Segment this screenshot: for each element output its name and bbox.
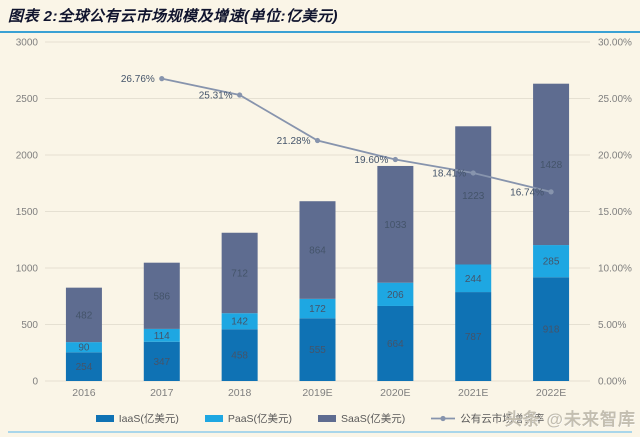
y-axis-tick-label: 500 <box>21 320 38 331</box>
bar-segment <box>455 292 492 381</box>
legend-item-saas: SaaS(亿美元) <box>318 411 405 426</box>
x-axis-label: 2022E <box>536 387 566 399</box>
legend-label-growth: 公有云市场增长率 <box>460 413 545 425</box>
bar-segment <box>221 232 258 314</box>
bar-value-label: 555 <box>309 345 326 356</box>
bar-value-label: 586 <box>153 291 170 302</box>
y2-axis-tick-label: 5.00% <box>598 320 626 331</box>
x-axis-label: 2021E <box>458 387 488 399</box>
bottom-border-line <box>8 431 632 433</box>
growth-line-marker <box>159 76 165 82</box>
x-axis-label: 2017 <box>150 387 174 399</box>
chart-legend: IaaS(亿美元) PaaS(亿美元) SaaS(亿美元) 公有云市场增长率 <box>0 411 640 426</box>
bar-segment <box>533 83 570 246</box>
bar-value-label: 918 <box>543 325 560 336</box>
bar-value-label: 864 <box>309 246 326 257</box>
legend-item-growth-line: 公有云市场增长率 <box>431 411 544 426</box>
growth-line-marker <box>548 189 554 195</box>
bar-value-label: 1223 <box>462 191 485 202</box>
bar-segment <box>377 282 414 306</box>
legend-swatch-paas-icon <box>204 415 223 422</box>
x-axis-label: 2016 <box>72 387 96 399</box>
legend-label-paas: PaaS(亿美元) <box>227 413 293 425</box>
bar-segment <box>65 352 102 381</box>
bar-segment <box>143 328 180 342</box>
x-axis-label: 2019E <box>302 387 332 399</box>
bar-segment <box>533 277 570 381</box>
bar-value-label: 114 <box>154 331 170 342</box>
y-axis-tick-label: 3000 <box>16 38 39 49</box>
watermark: 头条 @未来智库 <box>504 410 636 429</box>
legend-item-paas: PaaS(亿美元) <box>204 411 293 426</box>
bar-segment <box>65 342 102 353</box>
growth-line-label: 18.41% <box>432 168 466 179</box>
bar-value-label: 347 <box>153 357 170 368</box>
bar-value-label: 482 <box>76 310 93 321</box>
y2-axis-tick-label: 25.00% <box>598 94 632 105</box>
y2-axis-tick-label: 30.00% <box>598 38 632 49</box>
bar-value-label: 712 <box>231 268 248 279</box>
title-underline <box>0 31 640 33</box>
y-axis-tick-label: 1000 <box>16 264 39 275</box>
bar-value-label: 90 <box>78 343 90 354</box>
y-axis-tick-label: 2000 <box>16 151 39 162</box>
bar-segment <box>299 298 336 319</box>
bar-segment <box>221 313 258 330</box>
bar-segment <box>533 245 570 278</box>
bar-segment <box>299 318 336 381</box>
y2-axis-tick-label: 15.00% <box>598 207 632 218</box>
bar-value-label: 787 <box>465 332 482 343</box>
bar-value-label: 1033 <box>384 220 407 231</box>
chart-title: 图表 2:全球公有云市场规模及增速(单位:亿美元) <box>8 8 338 25</box>
x-axis-label: 2018 <box>228 387 252 399</box>
growth-line-label: 19.60% <box>354 155 388 166</box>
bar-segment <box>143 262 180 329</box>
bar-value-label: 206 <box>387 290 404 301</box>
growth-line-label: 21.28% <box>277 136 311 147</box>
growth-line-label: 16.74% <box>510 187 544 198</box>
legend-label-iaas: IaaS(亿美元) <box>118 413 179 425</box>
growth-line <box>161 77 552 193</box>
y-axis-tick-label: 1500 <box>16 207 39 218</box>
y2-axis-tick-label: 10.00% <box>598 264 632 275</box>
bar-segment <box>299 201 336 299</box>
bar-value-label: 285 <box>543 257 560 268</box>
growth-line-label: 25.31% <box>199 90 233 101</box>
bar-value-label: 664 <box>387 339 404 350</box>
y-axis-tick-label: 0 <box>32 377 38 388</box>
growth-line-marker <box>392 156 398 163</box>
y2-axis-tick-label: 0.00% <box>598 377 626 388</box>
legend-item-iaas: IaaS(亿美元) <box>95 411 179 426</box>
y2-axis-tick-label: 20.00% <box>598 151 632 162</box>
line-marker-icon <box>431 415 456 422</box>
bar-segment <box>221 329 258 381</box>
bar-value-label: 244 <box>465 274 482 285</box>
growth-line-marker <box>470 170 476 176</box>
x-axis-label: 2020E <box>380 387 410 399</box>
bar-value-label: 458 <box>231 351 248 362</box>
bar-segment <box>455 126 492 265</box>
legend-label-saas: SaaS(亿美元) <box>341 413 406 425</box>
bar-segment <box>143 341 180 381</box>
bar-segment <box>455 264 492 293</box>
legend-swatch-saas-icon <box>318 415 337 422</box>
legend-swatch-iaas-icon <box>95 415 114 422</box>
bar-segment <box>65 287 102 343</box>
y-axis-tick-label: 2500 <box>16 94 39 105</box>
bar-value-label: 172 <box>309 304 326 315</box>
bar-segment <box>377 165 414 283</box>
bar-value-label: 142 <box>231 317 248 328</box>
bar-value-label: 254 <box>76 362 93 373</box>
growth-line-label: 26.76% <box>121 74 155 85</box>
bar-segment <box>377 305 414 381</box>
bar-value-label: 1428 <box>540 160 563 171</box>
growth-line-marker <box>314 137 321 144</box>
growth-line-marker <box>237 92 243 98</box>
